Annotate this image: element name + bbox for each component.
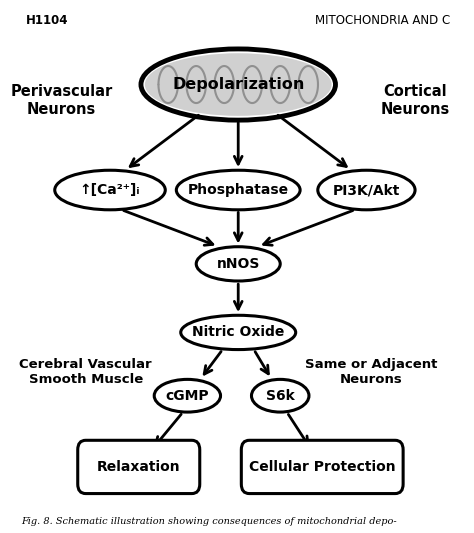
FancyBboxPatch shape [241, 440, 403, 494]
Text: PI3K/Akt: PI3K/Akt [333, 183, 400, 197]
Text: Cellular Protection: Cellular Protection [249, 460, 395, 474]
Text: Depolarization: Depolarization [172, 77, 304, 92]
Text: Fig. 8. Schematic illustration showing consequences of mitochondrial depo-: Fig. 8. Schematic illustration showing c… [22, 517, 397, 526]
Text: Relaxation: Relaxation [97, 460, 181, 474]
Text: Nitric Oxide: Nitric Oxide [192, 326, 284, 340]
Ellipse shape [196, 247, 280, 281]
Ellipse shape [145, 53, 332, 116]
Ellipse shape [55, 170, 165, 210]
Ellipse shape [181, 316, 296, 350]
Ellipse shape [318, 170, 415, 210]
Text: Cerebral Vascular
Smooth Muscle: Cerebral Vascular Smooth Muscle [19, 358, 152, 386]
Text: Cortical
Neurons: Cortical Neurons [381, 84, 450, 117]
Ellipse shape [252, 379, 309, 412]
Text: Perivascular
Neurons: Perivascular Neurons [10, 84, 112, 117]
Ellipse shape [154, 379, 220, 412]
Text: H1104: H1104 [26, 14, 69, 27]
Text: MITOCHONDRIA AND C: MITOCHONDRIA AND C [315, 14, 450, 27]
Text: Phosphatase: Phosphatase [188, 183, 289, 197]
Text: cGMP: cGMP [165, 389, 209, 403]
Text: Same or Adjacent
Neurons: Same or Adjacent Neurons [305, 358, 437, 386]
Text: S6k: S6k [266, 389, 295, 403]
FancyBboxPatch shape [78, 440, 200, 494]
Ellipse shape [176, 170, 300, 210]
Text: ↑[Ca²⁺]ᵢ: ↑[Ca²⁺]ᵢ [80, 183, 140, 197]
Text: nNOS: nNOS [217, 257, 260, 271]
